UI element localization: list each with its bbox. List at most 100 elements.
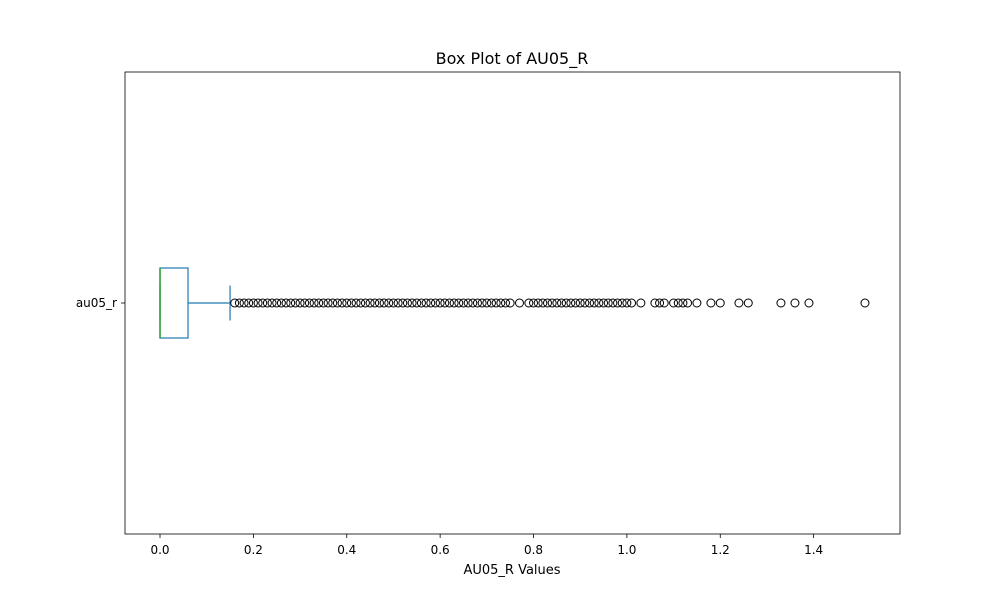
outlier-point [276,298,286,308]
x-tick-label: 0.6 [431,543,450,557]
x-tick-label: 0.8 [524,543,543,557]
iqr-box [159,267,189,339]
outlier-point [622,298,632,308]
outlier-point [328,298,338,308]
plot-area: 0.0 0.2 0.4 0.6 0.8 1.0 1.2 1.4 au05_r [76,71,901,557]
outlier-point [244,298,254,308]
outlier-point [552,298,562,308]
outlier-point [323,298,333,308]
outlier-point [715,298,725,308]
outlier-point [295,298,305,308]
outlier-point [477,298,487,308]
outlier-point [304,298,314,308]
outlier-point [365,298,375,308]
outlier-point [585,298,595,308]
outlier-point [860,298,870,308]
outlier-point [300,298,310,308]
x-tick-label: 0.2 [244,543,263,557]
outlier-point [314,298,324,308]
outlier-point [374,298,384,308]
x-tick-label: 1.4 [804,543,823,557]
outlier-point [258,298,268,308]
outlier-point [454,298,464,308]
outlier-point [416,298,426,308]
outlier-point [342,298,352,308]
outlier-point [458,298,468,308]
outlier-point [524,298,534,308]
outlier-point [370,298,380,308]
outlier-point [571,298,581,308]
outlier-point [659,298,669,308]
outlier-point [538,298,548,308]
outlier-point [706,298,716,308]
outlier-point [421,298,431,308]
outlier-point [505,298,515,308]
outlier-point [655,298,665,308]
outlier-point [379,298,389,308]
outlier-point [669,298,679,308]
outlier-point [599,298,609,308]
outlier-point [234,298,244,308]
outlier-point [580,298,590,308]
outlier-point [239,298,249,308]
outlier-point [267,298,277,308]
outlier-point [262,298,272,308]
outlier-point [692,298,702,308]
outlier-point [444,298,454,308]
outlier-point [393,298,403,308]
outlier-point [286,298,296,308]
outlier-point [388,298,398,308]
outlier-point [486,298,496,308]
outlier-point [472,298,482,308]
outlier-point [500,298,510,308]
outlier-point [482,298,492,308]
outlier-point [309,298,319,308]
outlier-point [496,298,506,308]
outlier-point [613,298,623,308]
outlier-point [468,298,478,308]
outlier-point [608,298,618,308]
outlier-point [776,298,786,308]
outlier-point [402,298,412,308]
outlier-point [356,298,366,308]
outlier-point [360,298,370,308]
outlier-point [230,298,240,308]
outlier-point [248,298,258,308]
outlier-point [678,298,688,308]
chart-title: Box Plot of AU05_R [436,49,589,69]
outlier-point [529,298,539,308]
outlier-point [384,298,394,308]
outlier-point [337,298,347,308]
x-tick-label: 0.4 [337,543,356,557]
outlier-point [272,298,282,308]
outlier-point [617,298,627,308]
outlier-point [430,298,440,308]
outlier-point [566,298,576,308]
outlier-point [636,298,646,308]
outlier-point [449,298,459,308]
outlier-point [318,298,328,308]
outlier-point [804,298,814,308]
outlier-point [734,298,744,308]
outlier-point [346,298,356,308]
outlier-point [683,298,693,308]
x-tick-label: 0.0 [150,543,169,557]
outlier-point [603,298,613,308]
outlier-point [627,298,637,308]
outlier-point [435,298,445,308]
outlier-point [515,298,525,308]
outlier-point [407,298,417,308]
outlier-point [281,298,291,308]
outlier-point [561,298,571,308]
outlier-point [398,298,408,308]
outlier-point [533,298,543,308]
outlier-point [440,298,450,308]
outlier-point [594,298,604,308]
x-tick-label: 1.0 [617,543,636,557]
outlier-point [589,298,599,308]
outlier-point [743,298,753,308]
y-tick-label: au05_r [76,296,117,310]
outlier-point [543,298,553,308]
